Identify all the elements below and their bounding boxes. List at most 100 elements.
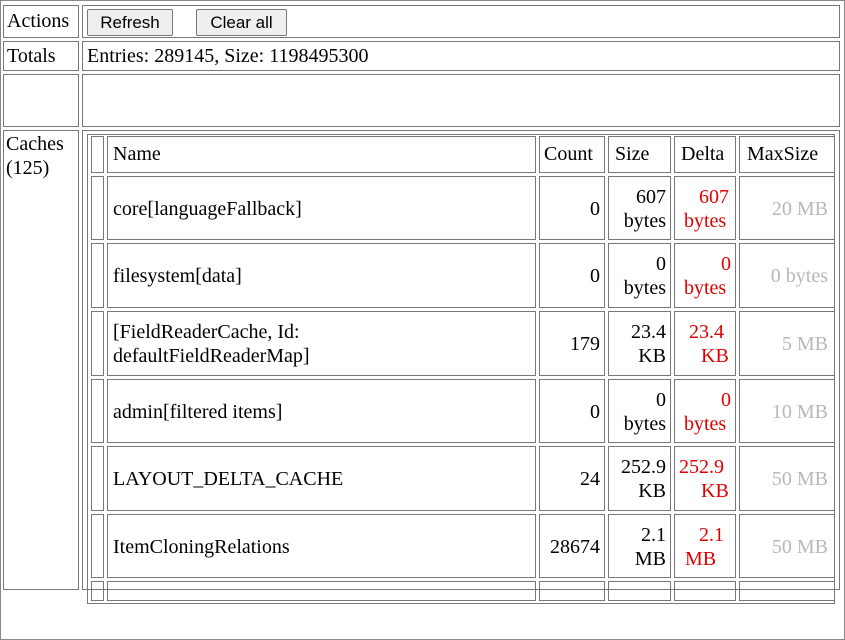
header-size: Size [615,143,650,165]
cache-delta-value: 0 [721,389,731,411]
header-count: Count [544,143,593,165]
header-name-cell[interactable]: Name [107,136,536,173]
cache-size-value: 252.9 [621,456,666,478]
cache-delta-unit: bytes [684,413,727,435]
cache-size-value: 0 [656,389,666,411]
cache-delta-unit: MB [685,548,717,570]
cache-size-cell: 2.1 MB [608,514,671,578]
cache-size-cell: 0 bytes [608,243,671,308]
cache-count: 0 [590,198,600,220]
header-indicator-cell [91,136,104,173]
cache-size-cell [608,581,671,601]
cache-count-cell: 0 [539,379,605,443]
empty-cell [82,74,840,127]
cache-size-unit: bytes [623,277,666,299]
refresh-button[interactable]: Refresh [87,9,173,36]
cache-size-unit: MB [634,548,666,570]
cache-count-cell: 24 [539,446,605,511]
actions-label-cell: Actions [3,5,79,38]
cache-delta-cell: 252.9 KB [674,446,736,511]
cache-size-cell: 23.4 KB [608,311,671,376]
row-indicator-cell [91,514,104,578]
cache-delta-cell: 2.1 MB [674,514,736,578]
cache-maxsize: 0 bytes [770,265,828,287]
header-delta-cell[interactable]: Delta [674,136,736,173]
cache-size-unit: KB [638,345,666,367]
actions-cell: Refresh Clear all [82,5,840,38]
row-indicator-cell [91,379,104,443]
clear-all-button[interactable]: Clear all [196,9,287,36]
cache-size-unit: bytes [623,413,666,435]
cache-delta-unit: KB [701,345,729,367]
cache-size-cell: 607 bytes [608,176,671,240]
cache-name-cell: core[languageFallback] [107,176,536,240]
header-maxsize-cell[interactable]: MaxSize [739,136,835,173]
cache-maxsize: 50 MB [771,536,828,558]
cache-maxsize-cell: 10 MB [739,379,835,443]
caches-count: (125) [6,157,50,179]
caches-label-cell: Caches (125) [3,130,79,590]
caches-label: Caches [6,133,64,155]
cache-size-cell: 252.9 KB [608,446,671,511]
cache-delta-value: 23.4 [689,321,724,343]
cache-count: 179 [570,333,600,355]
cache-maxsize-cell: 50 MB [739,446,835,511]
cache-count-cell: 0 [539,243,605,308]
cache-maxsize-cell: 50 MB [739,514,835,578]
row-indicator-cell [91,243,104,308]
totals-label-cell: Totals [3,41,79,71]
header-count-cell[interactable]: Count [539,136,605,173]
cache-delta-cell: 0 bytes [674,379,736,443]
cache-name-cell: LAYOUT_DELTA_CACHE [107,446,536,511]
totals-text: Entries: 289145, Size: 1198495300 [87,45,369,67]
cache-size-cell: 0 bytes [608,379,671,443]
cache-maxsize-cell: 20 MB [739,176,835,240]
row-indicator-cell [91,581,104,601]
cache-maxsize: 50 MB [771,468,828,490]
cache-maxsize-cell: 0 bytes [739,243,835,308]
cache-maxsize: 10 MB [771,401,828,423]
cache-count: 28674 [550,536,600,558]
cache-delta-value: 2.1 [699,524,724,546]
cache-delta-unit: KB [701,480,729,502]
cache-delta-cell [674,581,736,601]
cache-count: 0 [590,401,600,423]
header-delta: Delta [681,143,725,165]
row-indicator-cell [91,176,104,240]
cache-name: core[languageFallback] [113,198,302,220]
row-indicator-cell [91,311,104,376]
cache-delta-value: 0 [721,253,731,275]
cache-name-cell: ItemCloningRelations [107,514,536,578]
cache-count-cell: 28674 [539,514,605,578]
cache-delta-value: 607 [699,186,729,208]
cache-delta-value: 252.9 [679,456,724,478]
cache-name: filesystem[data] [113,265,242,287]
cache-count: 0 [590,265,600,287]
cache-maxsize: 20 MB [771,198,828,220]
cache-maxsize-cell: 5 MB [739,311,835,376]
cache-name: ItemCloningRelations [113,536,290,558]
cache-name-cell: admin[filtered items] [107,379,536,443]
cache-name-line1: [FieldReaderCache, Id: [113,321,300,343]
cache-delta-cell: 0 bytes [674,243,736,308]
cache-count: 24 [580,468,600,490]
empty-label-cell [3,74,79,127]
cache-maxsize-cell [739,581,835,601]
cache-name-line2: defaultFieldReaderMap] [113,345,310,367]
cache-size-unit: KB [638,480,666,502]
header-size-cell[interactable]: Size [608,136,671,173]
cache-delta-unit: bytes [684,210,727,232]
cache-size-value: 0 [656,253,666,275]
cache-count-cell: 179 [539,311,605,376]
cache-size-value: 2.1 [641,524,666,546]
cache-maxsize: 5 MB [781,333,828,355]
cache-name: LAYOUT_DELTA_CACHE [113,468,344,490]
cache-count-cell: 0 [539,176,605,240]
cache-name-cell: filesystem[data] [107,243,536,308]
header-maxsize: MaxSize [747,143,819,165]
cache-name-cell: [FieldReaderCache, Id: defaultFieldReade… [107,311,536,376]
actions-label: Actions [7,10,70,32]
totals-cell: Entries: 289145, Size: 1198495300 [82,41,840,71]
cache-delta-cell: 23.4 KB [674,311,736,376]
header-name: Name [113,143,161,165]
